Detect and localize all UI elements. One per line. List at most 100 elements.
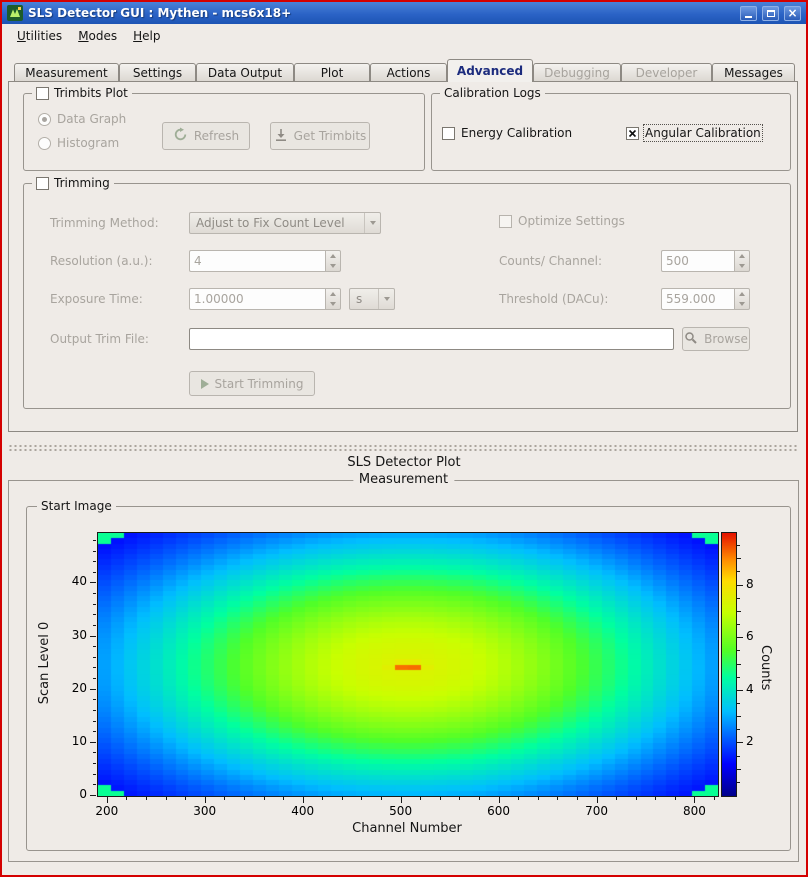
tick-mark (737, 768, 741, 770)
menu-item-utilities[interactable]: Utilities (17, 29, 63, 43)
tick-mark (616, 797, 618, 800)
menu-item-help[interactable]: Help (133, 29, 161, 43)
maximize-button[interactable] (762, 5, 779, 21)
counts-channel-spinbox[interactable] (661, 250, 750, 272)
tick-mark (737, 755, 740, 757)
tick-mark (93, 731, 96, 733)
energy-calibration-checkbox[interactable] (442, 126, 455, 140)
resolution-label: Resolution (a.u.): (50, 254, 153, 268)
resolution-spinbox[interactable] (189, 250, 341, 272)
tick-mark (737, 584, 743, 586)
spin-up-icon (330, 254, 336, 258)
tick-mark (674, 797, 676, 800)
heatmap-canvas[interactable] (97, 532, 719, 797)
optimize-settings-label: Optimize Settings (518, 214, 625, 228)
refresh-label: Refresh (193, 129, 240, 143)
colorbar-canvas (721, 532, 737, 797)
tick-mark (93, 699, 96, 701)
threshold-input[interactable] (661, 288, 734, 310)
counts-channel-input[interactable] (661, 250, 734, 272)
tick-mark (341, 797, 343, 800)
tick-mark (93, 593, 96, 595)
tick-mark (126, 797, 128, 800)
spin-buttons[interactable] (325, 288, 341, 310)
tick-mark (93, 614, 96, 616)
resolution-input[interactable] (189, 250, 325, 272)
tick-mark (322, 797, 324, 800)
tick-label: 300 (193, 804, 217, 818)
tick-mark (93, 550, 96, 552)
exposure-time-spinbox[interactable] (189, 288, 341, 310)
tick-mark (737, 650, 740, 652)
threshold-spinbox[interactable] (661, 288, 750, 310)
chevron-down-icon (378, 289, 394, 309)
spin-buttons[interactable] (734, 250, 750, 272)
spin-up-icon (739, 292, 745, 296)
spin-buttons[interactable] (325, 250, 341, 272)
start-trimming-button[interactable]: Start Trimming (189, 371, 315, 396)
tick-mark (737, 676, 740, 678)
minimize-button[interactable] (740, 5, 757, 21)
tick-mark (537, 797, 539, 800)
tab-messages[interactable]: Messages (712, 63, 795, 82)
tab-debugging[interactable]: Debugging (533, 63, 621, 82)
tab-plot[interactable]: Plot (294, 63, 370, 82)
trimming-checkbox[interactable] (36, 176, 49, 190)
histogram-radio[interactable]: Histogram (38, 136, 119, 150)
tick-mark (93, 720, 96, 722)
splitter-handle[interactable] (8, 444, 799, 453)
tick-mark (737, 558, 741, 560)
tab-developer[interactable]: Developer (621, 63, 712, 82)
tick-mark (737, 742, 743, 744)
tick-mark (93, 603, 96, 605)
tick-mark (737, 689, 743, 691)
angular-calibration-checkbox[interactable] (626, 126, 639, 140)
tick-mark (243, 797, 245, 800)
calibration-logs-group: Calibration Logs Energy Calibration Angu… (431, 86, 791, 171)
spin-up-icon (330, 292, 336, 296)
tick-label: 30 (71, 627, 87, 642)
optimize-settings-checkbox[interactable] (499, 214, 512, 228)
tick-mark (478, 797, 480, 800)
data-graph-radio[interactable]: Data Graph (38, 112, 126, 126)
tick-label: 40 (71, 574, 87, 589)
tick-mark (90, 795, 96, 796)
tab-actions[interactable]: Actions (370, 63, 447, 82)
trimbits-plot-checkbox[interactable] (36, 86, 49, 100)
tick-mark (90, 635, 96, 637)
tick-mark (694, 797, 696, 803)
tick-mark (518, 797, 520, 800)
exposure-time-input[interactable] (189, 288, 325, 310)
menu-item-modes[interactable]: Modes (78, 29, 118, 43)
tick-mark (93, 773, 96, 775)
tick-mark (361, 797, 363, 800)
tick-label: 6 (746, 629, 754, 644)
angular-calibration-checkbox-row: Angular Calibration (626, 124, 763, 142)
tick-mark (439, 797, 441, 800)
output-trim-file-input[interactable] (189, 328, 674, 350)
tick-mark (283, 797, 285, 800)
tick-mark (737, 637, 743, 639)
tick-mark (459, 797, 461, 800)
menubar: Utilities Modes Help (2, 24, 806, 48)
tick-mark (145, 797, 147, 800)
tab-advanced[interactable]: Advanced (447, 59, 533, 82)
refresh-button[interactable]: Refresh (162, 122, 250, 150)
tab-measurement[interactable]: Measurement (14, 63, 119, 82)
spin-buttons[interactable] (734, 288, 750, 310)
tick-mark (737, 781, 740, 783)
close-button[interactable]: × (784, 5, 801, 21)
tick-mark (93, 678, 96, 680)
tab-data-output[interactable]: Data Output (196, 63, 294, 82)
exposure-unit-combo[interactable]: s (349, 288, 395, 310)
play-icon (200, 378, 209, 389)
get-trimbits-button[interactable]: Get Trimbits (270, 122, 370, 150)
trimming-method-combo[interactable]: Adjust to Fix Count Level (189, 212, 381, 234)
browse-button[interactable]: Browse (682, 327, 750, 351)
spin-down-icon (739, 302, 745, 306)
exposure-time-label: Exposure Time: (50, 292, 143, 306)
trimming-method-value: Adjust to Fix Count Level (196, 216, 345, 230)
tab-settings[interactable]: Settings (119, 63, 196, 82)
spin-up-icon (739, 254, 745, 258)
